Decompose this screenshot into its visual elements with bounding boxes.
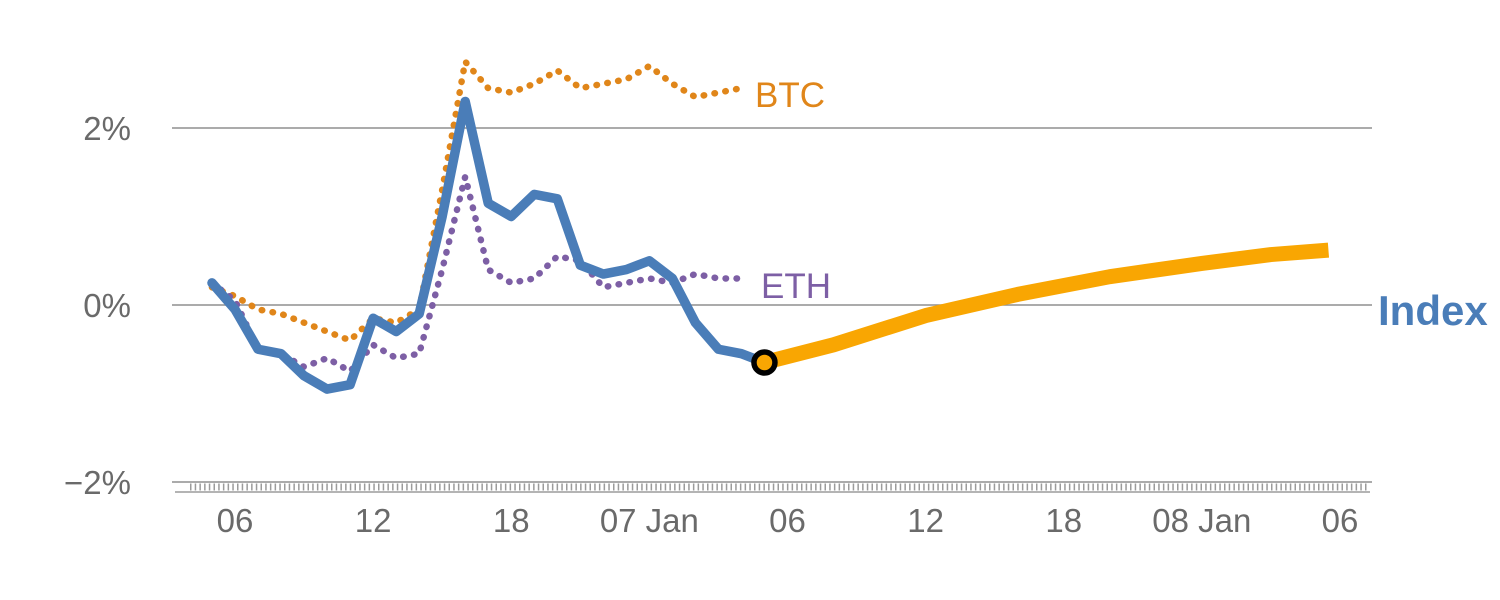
series-line-btc	[208, 58, 745, 344]
svg-text:0%: 0%	[83, 287, 131, 324]
svg-text:08 Jan: 08 Jan	[1152, 502, 1251, 539]
svg-text:06: 06	[769, 502, 806, 539]
btc-series-label: BTC	[755, 76, 825, 115]
svg-text:06: 06	[217, 502, 254, 539]
series-line-eth	[208, 173, 745, 375]
series-line-index-forecast	[762, 242, 1330, 370]
svg-text:−2%: −2%	[64, 464, 131, 501]
svg-text:12: 12	[907, 502, 944, 539]
svg-text:18: 18	[493, 502, 530, 539]
svg-text:2%: 2%	[83, 110, 131, 147]
eth-series-label: ETH	[761, 267, 831, 306]
svg-text:07 Jan: 07 Jan	[600, 502, 699, 539]
series-line-index	[207, 96, 770, 394]
current-value-marker	[751, 349, 778, 376]
svg-text:18: 18	[1045, 502, 1082, 539]
svg-text:12: 12	[355, 502, 392, 539]
index-series-label: Index	[1378, 287, 1488, 334]
svg-text:06: 06	[1322, 502, 1359, 539]
